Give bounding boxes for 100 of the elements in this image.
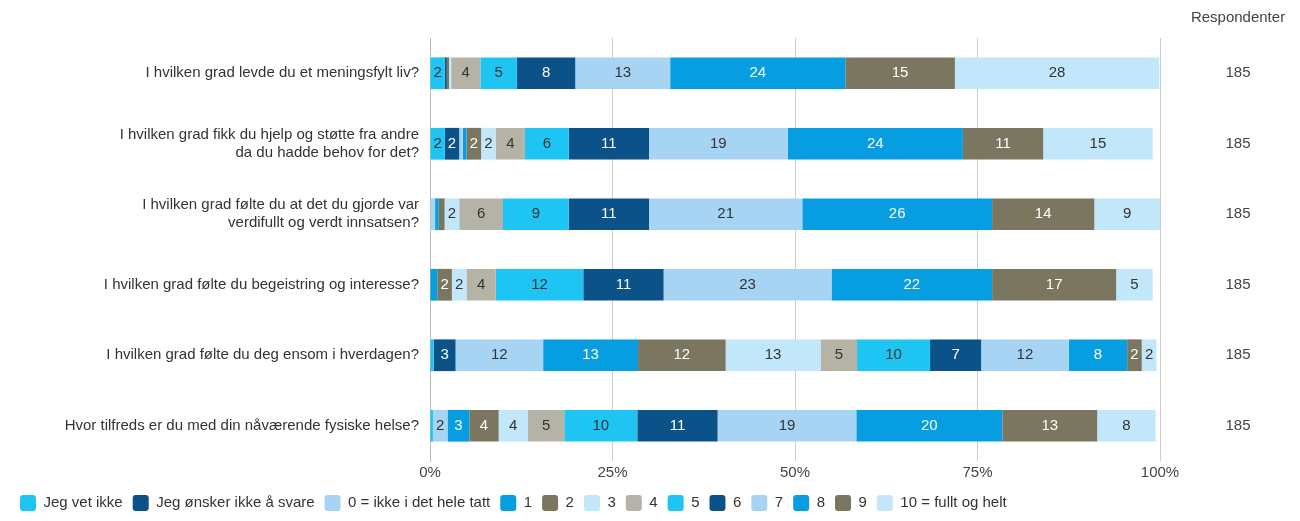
data-label: 2 [484, 133, 493, 151]
data-label: 17 [1045, 274, 1063, 292]
data-label: 23 [739, 274, 756, 292]
text: 185 [1225, 63, 1251, 81]
data-label: 4 [461, 63, 470, 81]
data-label: 5 [1130, 274, 1139, 292]
bar [1043, 127, 1153, 160]
bar [638, 339, 726, 372]
bar [459, 198, 503, 231]
data-label: 4 [506, 133, 515, 151]
x-tick-label: 25% [597, 463, 628, 481]
bar [430, 127, 445, 160]
data-label: 11 [601, 133, 617, 151]
bar [831, 268, 993, 301]
bar [469, 409, 499, 442]
x-tick-label: 75% [962, 463, 993, 481]
legend-label: Jeg ønsker ikke å svare [156, 493, 315, 511]
data-label: 24 [749, 63, 767, 81]
data-label: 14 [1034, 204, 1052, 222]
data-label: 9 [1122, 204, 1132, 222]
bar [480, 57, 517, 90]
data-label: 26 [888, 204, 906, 222]
data-label: 13 [1041, 415, 1059, 433]
y-tick-label: I hvilken grad levde du et meningsfylt liv? [145, 63, 419, 81]
bar [962, 127, 1044, 160]
bar [481, 127, 496, 160]
data-label: 10 [885, 345, 902, 363]
bar [437, 268, 452, 301]
data-label: 2 [447, 133, 457, 151]
legend-label: Jeg vet ikke [43, 493, 123, 511]
data-label: 13 [614, 63, 632, 81]
bar [568, 198, 649, 231]
bar [430, 57, 445, 90]
data-label: 3 [454, 415, 463, 433]
data-label: 24 [866, 133, 884, 151]
data-label: 6 [476, 204, 486, 222]
data-label: 13 [764, 345, 782, 363]
text: 185 [1225, 133, 1251, 151]
data-label: 11 [601, 204, 617, 222]
x-tick-label: 100% [1140, 463, 1180, 481]
bar [451, 268, 467, 301]
legend-label: 2 [565, 493, 574, 511]
data-label: 12 [531, 274, 548, 292]
text: Respondenter [1190, 8, 1286, 26]
data-label: 11 [995, 133, 1011, 151]
bar [459, 127, 463, 160]
data-label: 12 [491, 345, 508, 363]
y-tick-label: I hvilken grad følte du at det du gjorde var verdifullt og verdt innsatsen? [142, 195, 419, 231]
bar [637, 409, 718, 442]
legend-label: 9 [858, 493, 867, 511]
bar [1094, 198, 1160, 231]
legend-label: 5 [691, 493, 700, 511]
bar [438, 198, 445, 231]
data-label: 8 [541, 63, 551, 81]
bar [857, 339, 931, 372]
bar [1002, 409, 1098, 442]
bar [575, 57, 671, 90]
data-label: 2 [469, 133, 478, 151]
data-label: 2 [436, 415, 445, 433]
text: 185 [1225, 415, 1251, 433]
bar [992, 198, 1095, 231]
bar [1097, 409, 1156, 442]
data-label: 9 [531, 204, 541, 222]
bar [524, 127, 569, 160]
text: 185 [1225, 274, 1251, 292]
bar [725, 339, 821, 372]
data-label: 2 [433, 63, 442, 81]
legend-label: 0 = ikke i det hele tatt [348, 493, 492, 511]
bar [717, 409, 857, 442]
bar [451, 57, 481, 90]
bar [1068, 339, 1128, 372]
bar [495, 268, 584, 301]
text: 185 [1225, 204, 1251, 222]
bar [568, 127, 649, 160]
data-label: 2 [433, 133, 442, 151]
bar [981, 339, 1069, 372]
bar [495, 127, 525, 160]
data-label: 4 [509, 415, 518, 433]
legend-label: 10 = fullt og helt [900, 493, 1008, 511]
bar [543, 339, 639, 372]
bar [787, 127, 963, 160]
data-label: 10 [592, 415, 610, 433]
data-label: 12 [673, 345, 691, 363]
data-label: 2 [1130, 345, 1139, 363]
data-label: 5 [834, 345, 843, 363]
bar [455, 339, 544, 372]
bar [649, 127, 788, 160]
data-label: 28 [1048, 63, 1066, 81]
bar [670, 57, 846, 90]
bar [498, 409, 528, 442]
bar [1116, 268, 1153, 301]
bar [462, 127, 467, 160]
legend-label: 7 [774, 493, 784, 511]
bar [649, 198, 803, 231]
bar [663, 268, 832, 301]
y-tick-label: Hvor tilfreds er du med din nåværende fysiske helse? [64, 415, 419, 433]
bar [856, 409, 1003, 442]
text: 185 [1225, 345, 1251, 363]
legend-label: 8 [816, 493, 826, 511]
data-label: 19 [778, 415, 796, 433]
